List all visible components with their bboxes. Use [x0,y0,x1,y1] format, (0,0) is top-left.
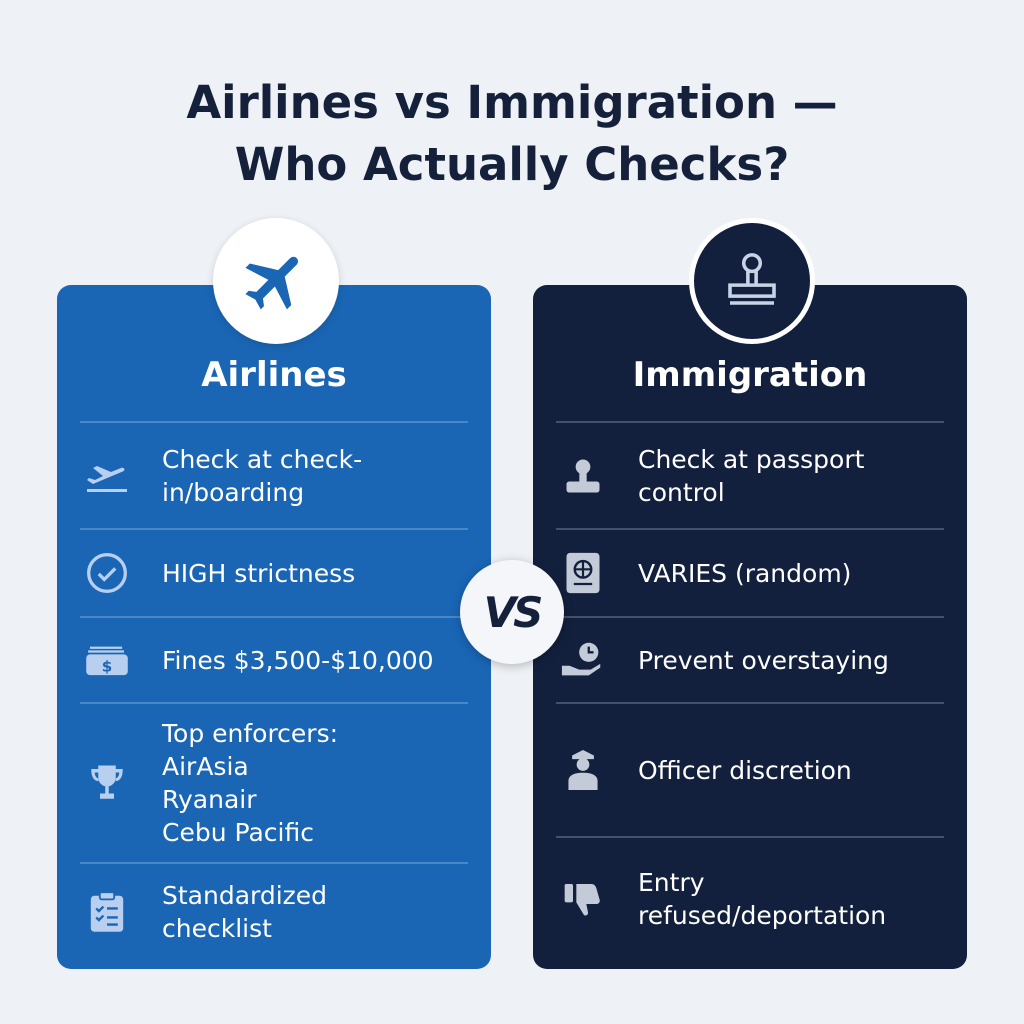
officer-stamp-icon [556,454,610,498]
row-text: VARIES (random) [638,558,852,588]
page-title: Airlines vs Immigration — Who Actually C… [0,72,1024,196]
row-text: Entry refused/deportation [638,868,887,930]
immigration-title: Immigration [632,355,868,395]
row-line: Top enforcers: [162,719,339,748]
airlines-row: Top enforcers: AirAsia Ryanair Cebu Paci… [80,702,468,862]
row-text: Fines $3,500-$10,000 [162,645,434,675]
row-text: HIGH strictness [162,558,356,588]
airlines-row: HIGH strictness [80,528,468,616]
immigration-row: Entry refused/deportation [556,836,944,960]
row-text: Check at passport control [638,444,865,507]
row-text: Standardized checklist [162,881,328,943]
immigration-row: Prevent overstaying [556,616,944,702]
airplane-icon [213,218,339,344]
immigration-row: Officer discretion [556,702,944,836]
row-line: Ryanair [162,785,257,814]
airlines-row: Standardized checklist [80,862,468,960]
clock-hand-icon [556,640,610,680]
departure-icon [80,458,134,494]
stamp-icon [689,218,815,344]
check-circle-icon [80,551,134,595]
svg-text:$: $ [102,657,113,675]
airlines-row: $ Fines $3,500-$10,000 [80,616,468,702]
airlines-row: Check at check-in/boarding [80,421,468,528]
row-text: Top enforcers: AirAsia Ryanair Cebu Paci… [162,717,338,849]
officer-icon [556,748,610,792]
row-text: Check at check-in/boarding [162,444,363,507]
row-line: AirAsia [162,752,249,781]
vs-badge: VS [460,560,564,664]
trophy-icon [80,762,134,804]
row-line: Cebu Pacific [162,818,314,847]
row-text: Prevent overstaying [638,645,889,675]
immigration-row: Check at passport control [556,421,944,528]
airlines-panel [57,285,491,969]
passport-icon [556,551,610,595]
immigration-row: VARIES (random) [556,528,944,616]
airlines-title: Airlines [201,355,347,395]
row-text: Officer discretion [638,755,852,785]
money-icon: $ [80,643,134,677]
title-line-1: Airlines vs Immigration — [186,76,838,129]
thumbs-down-icon [556,877,610,921]
title-line-2: Who Actually Checks? [234,138,790,191]
immigration-panel [533,285,967,969]
clipboard-icon [80,890,134,934]
